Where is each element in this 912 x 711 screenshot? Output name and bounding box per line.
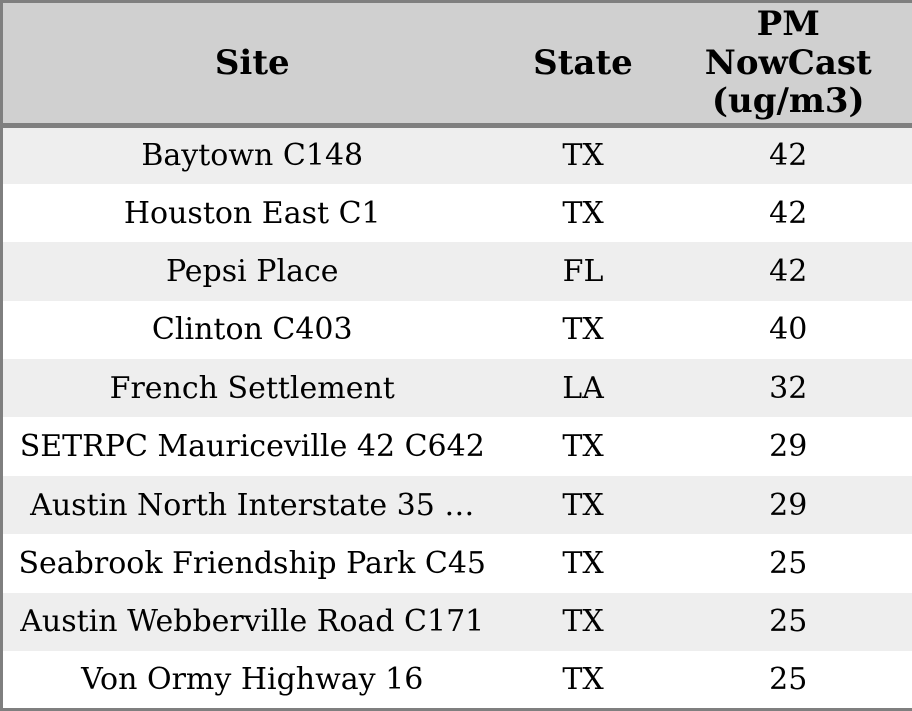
- state-cell: TX: [562, 604, 604, 640]
- site-cell: Houston East C1: [123, 195, 381, 231]
- pm-nowcast-cell: 42: [769, 253, 808, 289]
- site-cell: Pepsi Place: [165, 253, 339, 289]
- state-cell: TX: [562, 487, 604, 523]
- header-row: Site State PM NowCast (ug/m3): [1, 1, 912, 128]
- site-cell: Austin Webberville Road C171: [20, 604, 485, 640]
- table-row: Seabrook Friendship Park C45 TX 25: [1, 534, 912, 593]
- column-header-pm-nowcast-label: PM NowCast (ug/m3): [704, 4, 872, 122]
- state-cell: TX: [562, 195, 604, 231]
- table-row: Baytown C148 TX 42: [1, 125, 912, 184]
- column-header-state: State: [501, 1, 665, 128]
- site-cell: Clinton C403: [151, 312, 353, 348]
- column-header-state-label: State: [533, 42, 633, 83]
- state-cell: TX: [562, 312, 604, 348]
- site-cell: Seabrook Friendship Park C45: [18, 545, 487, 581]
- column-header-site-label: Site: [214, 42, 290, 83]
- site-cell: Baytown C148: [141, 138, 364, 174]
- pm-nowcast-cell: 25: [769, 545, 808, 581]
- pm-nowcast-cell: 42: [769, 138, 808, 174]
- state-cell: TX: [562, 138, 604, 174]
- pm-nowcast-cell: 32: [769, 370, 808, 406]
- column-header-pm-nowcast: PM NowCast (ug/m3): [664, 1, 912, 128]
- site-cell: Von Ormy Highway 16: [81, 662, 424, 697]
- site-cell: French Settlement: [109, 370, 395, 406]
- pm-nowcast-cell: 25: [769, 662, 808, 697]
- pm-nowcast-cell: 25: [769, 604, 808, 640]
- table-row: French Settlement LA 32: [1, 359, 912, 418]
- column-header-site: Site: [1, 1, 502, 128]
- pm-nowcast-cell: 40: [769, 312, 808, 348]
- state-cell: FL: [562, 253, 604, 289]
- table-row: Austin Webberville Road C171 TX 25: [1, 592, 912, 652]
- table-row: Clinton C403 TX 40: [1, 300, 912, 360]
- state-cell: LA: [562, 370, 604, 406]
- table-header: Site State PM NowCast (ug/m3): [1, 1, 912, 128]
- pm-nowcast-cell: 29: [769, 487, 808, 523]
- state-cell: TX: [562, 545, 604, 581]
- site-cell: SETRPC Mauriceville 42 C642: [19, 429, 485, 465]
- table-row: Pepsi Place FL 42: [1, 242, 912, 301]
- pm-nowcast-cell: 29: [769, 429, 808, 465]
- site-cell: Austin North Interstate 35 …: [30, 487, 475, 523]
- state-cell: TX: [562, 662, 604, 697]
- table-row: Austin North Interstate 35 … TX 29: [1, 475, 912, 535]
- table-body: Baytown C148 TX 42 Houston East C1 TX 42 Pepsi…: [1, 125, 912, 710]
- table-row: SETRPC Mauriceville 42 C642 TX 29: [1, 417, 912, 476]
- table-row: Von Ormy Highway 16 TX 25: [1, 651, 912, 710]
- table-row: Houston East C1 TX 42: [1, 183, 912, 243]
- pm-nowcast-cell: 42: [769, 195, 808, 231]
- state-cell: TX: [562, 429, 604, 465]
